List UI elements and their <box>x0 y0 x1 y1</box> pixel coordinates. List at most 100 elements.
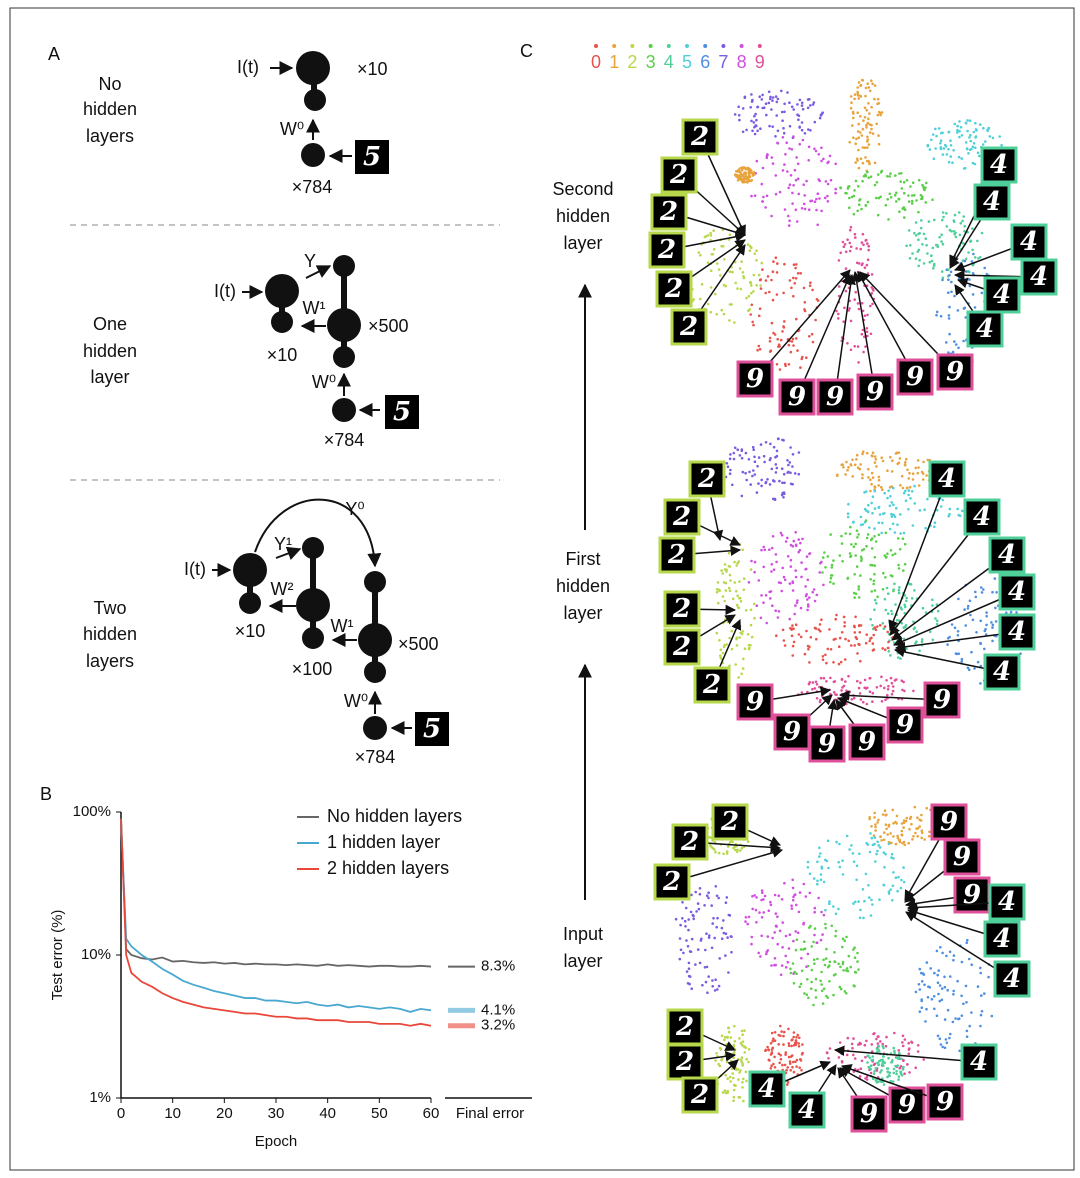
cluster-dot <box>773 446 776 449</box>
cluster-dot <box>780 90 783 93</box>
cluster-dot <box>717 897 720 900</box>
cluster-dot <box>874 1067 877 1070</box>
cluster-dot <box>839 554 842 557</box>
cluster-dot <box>960 157 963 160</box>
cluster-dot <box>788 947 791 950</box>
cluster-dot <box>898 586 901 589</box>
cluster-dot <box>854 543 857 546</box>
cluster-dot <box>899 532 902 535</box>
cluster-dot <box>771 125 774 128</box>
cluster-dot <box>729 1080 732 1083</box>
cluster-dot <box>835 310 838 313</box>
cluster-dot <box>729 1076 732 1079</box>
cluster-dot <box>723 1039 726 1042</box>
cluster-dot <box>684 925 687 928</box>
cluster-dot <box>788 1042 791 1045</box>
cluster-dot <box>878 522 881 525</box>
cluster-dot <box>719 1065 722 1068</box>
cluster-dot <box>690 894 693 897</box>
cluster-dot <box>788 147 791 150</box>
cluster-dot <box>798 451 801 454</box>
cluster-dot <box>907 1042 910 1045</box>
cluster-dot <box>803 308 806 311</box>
cluster-dot <box>859 917 862 920</box>
cluster-dot <box>797 932 800 935</box>
cluster-dot <box>762 196 765 199</box>
cluster-dot <box>903 181 906 184</box>
cluster-dot <box>926 961 929 964</box>
cluster-dot <box>745 1080 748 1083</box>
cluster-dot <box>858 585 861 588</box>
cluster-dot <box>918 825 921 828</box>
cluster-dot <box>686 970 689 973</box>
cluster-dot <box>736 636 739 639</box>
cluster-dot <box>866 314 869 317</box>
diagram-label: W⁰ <box>344 691 368 711</box>
cluster-dot <box>728 565 731 568</box>
cluster-dot <box>908 1052 911 1055</box>
cluster-dot <box>795 1065 798 1068</box>
cluster-dot <box>822 556 825 559</box>
cluster-dot <box>751 475 754 478</box>
cluster-dot <box>912 478 915 481</box>
cluster-dot <box>745 297 748 300</box>
cluster-dot <box>933 157 936 160</box>
cluster-dot <box>860 524 863 527</box>
cluster-dot <box>860 208 863 211</box>
cluster-dot <box>942 243 945 246</box>
cluster-dot <box>788 344 791 347</box>
cluster-dot <box>819 852 822 855</box>
cluster-dot <box>825 180 828 183</box>
cluster-dot <box>792 184 795 187</box>
cluster-dot <box>895 507 898 510</box>
cluster-dot <box>808 208 811 211</box>
cluster-dot <box>721 1035 724 1038</box>
cluster-dot <box>741 1030 744 1033</box>
cluster-dot <box>819 980 822 983</box>
cluster-dot <box>793 1031 796 1034</box>
cluster-dot <box>973 667 976 670</box>
digit-thumbnail-text: 2 <box>680 827 699 857</box>
cluster-dot <box>878 102 881 105</box>
cluster-dot <box>835 913 838 916</box>
cluster-dot <box>895 843 898 846</box>
map-title: hidden <box>556 576 610 596</box>
cluster-dot <box>790 1039 793 1042</box>
cluster-dot <box>801 129 804 132</box>
cluster-dot <box>810 945 813 948</box>
digit-legend-label: 8 <box>737 52 747 72</box>
cluster-dot <box>701 984 704 987</box>
cluster-dot <box>821 111 824 114</box>
cluster-dot <box>913 194 916 197</box>
cluster-dot <box>858 308 861 311</box>
cluster-dot <box>712 229 715 232</box>
digit-thumbnail-text: 4 <box>1008 617 1026 647</box>
cluster-dot <box>765 951 768 954</box>
cluster-dot <box>886 198 889 201</box>
cluster-dot <box>755 259 758 262</box>
cluster-dot <box>874 507 877 510</box>
cluster-dot <box>748 458 751 461</box>
x-axis-label: Epoch <box>255 1133 298 1150</box>
cluster-dot <box>958 120 961 123</box>
cluster-dot <box>802 183 805 186</box>
diagram-label: ×500 <box>398 634 439 654</box>
cluster-dot <box>805 595 808 598</box>
cluster-dot <box>725 901 728 904</box>
cluster-dot <box>864 107 867 110</box>
cluster-dot <box>957 1018 960 1021</box>
cluster-dot <box>932 639 935 642</box>
cluster-dot <box>854 93 857 96</box>
cluster-dot <box>815 996 818 999</box>
cluster-dot <box>933 972 936 975</box>
cluster-dot <box>950 291 953 294</box>
cluster-dot <box>750 195 753 198</box>
cluster-dot <box>738 114 741 117</box>
digit-thumbnail-text: 4 <box>998 540 1016 570</box>
cluster-dot <box>964 624 967 627</box>
cluster-dot <box>926 498 929 501</box>
cluster-dot <box>850 844 853 847</box>
cluster-dot <box>847 970 850 973</box>
cluster-dot <box>729 458 732 461</box>
cluster-dot <box>771 1032 774 1035</box>
